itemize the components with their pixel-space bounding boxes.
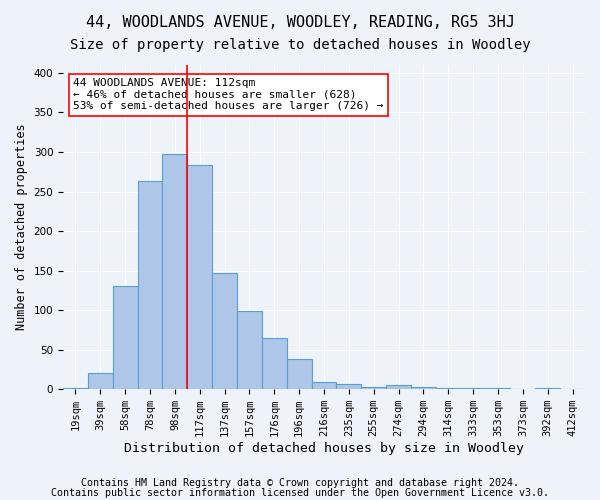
Bar [113,286,137,389]
Bar [535,388,560,389]
Bar [485,388,511,389]
Bar [436,388,461,389]
Bar [311,382,337,389]
Text: Size of property relative to detached houses in Woodley: Size of property relative to detached ho… [70,38,530,52]
Text: Contains public sector information licensed under the Open Government Licence v3: Contains public sector information licen… [51,488,549,498]
Bar [386,386,411,389]
Bar [137,181,163,389]
Bar [63,388,88,389]
Bar [411,387,436,389]
Text: Contains HM Land Registry data © Crown copyright and database right 2024.: Contains HM Land Registry data © Crown c… [81,478,519,488]
Bar [212,273,237,389]
Bar [361,387,386,389]
Text: 44 WOODLANDS AVENUE: 112sqm
← 46% of detached houses are smaller (628)
53% of se: 44 WOODLANDS AVENUE: 112sqm ← 46% of det… [73,78,384,111]
Text: 44, WOODLANDS AVENUE, WOODLEY, READING, RG5 3HJ: 44, WOODLANDS AVENUE, WOODLEY, READING, … [86,15,514,30]
Bar [187,164,212,389]
Bar [461,388,485,389]
Bar [287,359,311,389]
Bar [262,338,287,389]
Y-axis label: Number of detached properties: Number of detached properties [15,124,28,330]
Bar [337,384,361,389]
Bar [88,374,113,389]
X-axis label: Distribution of detached houses by size in Woodley: Distribution of detached houses by size … [124,442,524,455]
Bar [237,311,262,389]
Bar [163,154,187,389]
